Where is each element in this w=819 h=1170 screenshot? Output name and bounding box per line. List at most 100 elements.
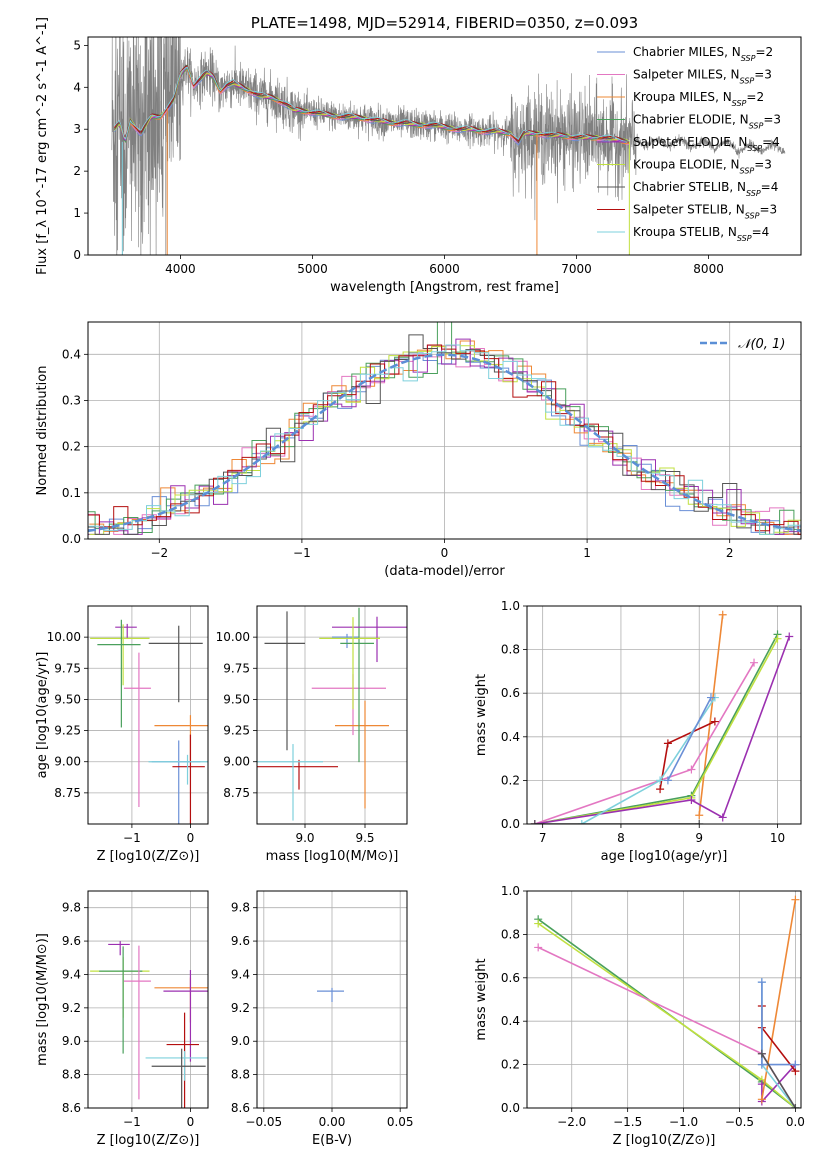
mass-weight-series-3 (534, 638, 779, 824)
x-tick-label: 9 (695, 831, 703, 845)
chart-panel-4: 9.0 9.5 8.75 9.00 9.25 9.50 9.75 10.00 mass [log… (216, 605, 408, 864)
y-tick-label: 4 (73, 80, 81, 94)
x-tick-label: 0 (187, 831, 195, 845)
mass-weight-marker (773, 634, 782, 643)
axes-frame (87, 605, 209, 825)
y-tick-label: 0.4 (501, 1014, 520, 1028)
x-tick-label: 9.0 (295, 831, 314, 845)
chart-panel-2: −2 −1 0 1 2 0.0 0.1 0.2 0.3 0.4 (data-model)/error… (35, 321, 802, 579)
legend: Chabrier MILES, NSSP=2 Salpeter MILES, NS… (597, 45, 781, 243)
mass-weight-series-2 (534, 633, 779, 824)
y-tick-label: 0.2 (501, 773, 520, 787)
chart-panel-8: −2.0 −1.5 −1.0 −0.5 0.0 0.0 0.2 0.4 0.6 0.8 1.0 Z [… (474, 884, 805, 1148)
x-axis-label: Z [log10(Z/Z⊙)] (97, 1133, 200, 1148)
y-tick-label: 8.8 (62, 1068, 81, 1082)
chart-title: PLATE=1498, MJD=52914, FIBERID=0350, z=0… (251, 14, 638, 32)
x-tick-label: 8000 (693, 262, 724, 276)
mass-weight-marker (695, 811, 704, 820)
legend-entry-4: Chabrier ELODIE, NSSP=3 (633, 113, 781, 131)
chart-panel-5: 7 8 9 10 0.0 0.2 0.4 0.6 0.8 1.0 age [log10(age/yr… (474, 599, 802, 864)
y-tick-label: 9.25 (223, 724, 250, 738)
y-tick-label: 0.8 (501, 643, 520, 657)
mass-weight-marker (687, 765, 696, 774)
plot-area (111, 37, 786, 255)
legend-entry-7: Chabrier STELIB, NSSP=4 (633, 180, 778, 198)
y-tick-label: 9.00 (54, 755, 81, 769)
x-tick-label: −1 (293, 546, 311, 560)
y-tick-label: 10.00 (216, 630, 250, 644)
x-tick-label: −1.5 (613, 1115, 642, 1129)
x-tick-label: 0 (441, 546, 449, 560)
y-tick-label: 0.6 (501, 971, 520, 985)
chart-panel-3: −1 0 8.75 9.00 9.25 9.50 9.75 10.00 Z [log10(Z/Z… (35, 605, 209, 864)
y-tick-label: 0.4 (62, 347, 81, 361)
legend-entry-1: Chabrier MILES, NSSP=2 (633, 45, 773, 63)
mass-weight-marker (663, 739, 672, 748)
x-tick-label: 4000 (165, 262, 196, 276)
y-tick-label: 9.2 (231, 1001, 250, 1015)
legend-entry-2: Salpeter MILES, NSSP=3 (633, 68, 772, 86)
y-tick-label: 9.6 (62, 934, 81, 948)
mass-weight-marker (791, 895, 800, 904)
x-tick-label: 9.5 (355, 831, 374, 845)
axes-frame (526, 605, 802, 825)
x-tick-label: 0.0 (786, 1115, 805, 1129)
y-tick-label: 1 (73, 206, 81, 220)
legend-entry-6: Kroupa ELODIE, NSSP=3 (633, 158, 772, 176)
axes-frame (526, 890, 802, 1109)
mass-weight-marker (530, 820, 539, 824)
legend-reference-label: 𝒩(0, 1) (738, 337, 785, 352)
legend-entry-5: Salpeter ELODIE, NSSP=4 (633, 135, 780, 153)
y-tick-label: 9.00 (223, 755, 250, 769)
mass-weight-marker (718, 813, 727, 822)
y-tick-label: 1.0 (501, 884, 520, 898)
x-tick-label: −1 (123, 831, 141, 845)
mass-weight-marker (757, 978, 766, 987)
model-spectrum-9 (114, 66, 630, 142)
residual-histogram-5 (88, 338, 801, 535)
chart-panel-6: −1 0 8.6 8.8 9.0 9.2 9.4 9.6 9.8 Z [log10(Z/Z⊙)] m… (35, 890, 209, 1148)
y-tick-label: 0.8 (501, 927, 520, 941)
x-axis-label: Z [log10(Z/Z⊙)] (613, 1133, 716, 1148)
x-tick-label: −1.0 (669, 1115, 698, 1129)
mass-weight-marker (757, 1060, 766, 1069)
axes-frame (256, 890, 408, 1109)
y-tick-label: 9.75 (54, 661, 81, 675)
mass-weight-marker (750, 658, 759, 667)
mass-weight-series-5 (761, 899, 797, 1100)
x-tick-label: 8 (617, 831, 625, 845)
y-tick-label: 9.25 (54, 724, 81, 738)
y-tick-label: 9.4 (231, 967, 250, 981)
mass-weight-marker (718, 610, 727, 619)
x-tick-label: 5000 (297, 262, 328, 276)
plot-area (530, 610, 794, 824)
y-axis-label: mass [log10(M/M⊙)] (35, 933, 50, 1066)
mass-weight-marker (656, 776, 665, 785)
chart-panel-7: −0.05 0.00 0.05 8.6 8.8 9.0 9.2 9.4 9.6 9.8 E(B-V) (231, 890, 414, 1148)
y-axis-label: age [log10(age/yr)] (35, 652, 50, 779)
y-tick-label: 8.6 (231, 1101, 250, 1115)
model-spectrum-8 (114, 65, 630, 143)
residual-histogram-9 (89, 344, 801, 535)
plot-area (90, 941, 208, 1108)
y-tick-label: 0.0 (501, 1101, 520, 1115)
y-tick-label: 2 (73, 164, 81, 178)
x-tick-label: 7000 (561, 262, 592, 276)
y-tick-label: 9.50 (54, 692, 81, 706)
x-tick-label: 1 (583, 546, 591, 560)
x-axis-label: (data-model)/error (384, 564, 505, 579)
y-tick-label: 9.0 (62, 1034, 81, 1048)
mass-weight-marker (656, 785, 665, 794)
axes-frame (87, 321, 802, 540)
plot-area (257, 607, 407, 821)
mass-weight-marker (785, 632, 794, 641)
x-tick-label: 7 (539, 831, 547, 845)
y-tick-label: 9.50 (223, 692, 250, 706)
y-axis-label: mass weight (474, 958, 489, 1040)
y-tick-label: 3 (73, 122, 81, 136)
x-tick-label: −1 (123, 1115, 141, 1129)
axes-frame (256, 605, 408, 825)
y-tick-label: 8.8 (231, 1068, 250, 1082)
y-tick-label: 0.4 (501, 730, 520, 744)
